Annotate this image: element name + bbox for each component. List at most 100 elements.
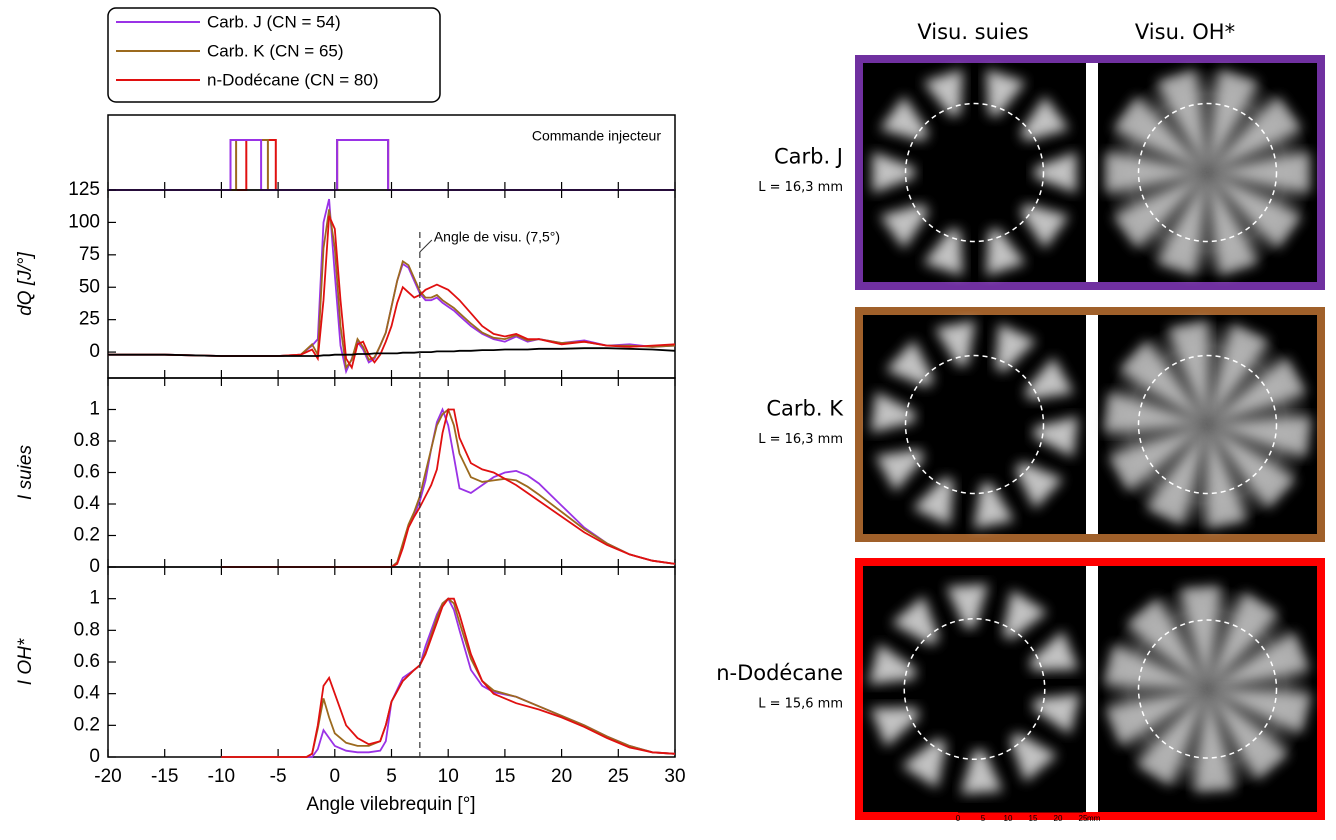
image-jet: [986, 69, 1026, 117]
image-jet: [1118, 339, 1204, 422]
image-jet: [870, 707, 920, 748]
column-header: Visu. suies: [917, 20, 1028, 44]
series-line: [221, 408, 676, 568]
series-line: [221, 597, 676, 758]
x-tick-label: -10: [208, 766, 235, 787]
panel-frame: [107, 189, 676, 379]
image-circle: [904, 354, 1045, 495]
image-jet: [912, 476, 954, 526]
image-jet: [1020, 203, 1070, 250]
image-jet: [1032, 693, 1081, 735]
image: [1098, 63, 1317, 282]
y-tick-label: 0.2: [74, 714, 100, 735]
y-tick-label: 0.6: [74, 651, 100, 672]
image: [1098, 566, 1317, 812]
image-jet: [875, 449, 925, 492]
image: [1098, 315, 1317, 534]
image-jet: [995, 323, 1037, 373]
row-label: n-Dodécane: [716, 661, 843, 685]
image-jet: [1206, 429, 1248, 529]
scale-label: 15: [1029, 814, 1038, 823]
image: [863, 63, 1086, 282]
image-jet: [1135, 693, 1205, 787]
image-jet: [1212, 689, 1312, 734]
y-tick-label: 0: [89, 556, 100, 577]
image: [863, 566, 1086, 812]
image-jet: [1105, 690, 1203, 747]
scale-unit: mm: [1087, 814, 1101, 823]
image-jet: [923, 69, 963, 117]
y-tick-label: 0.4: [74, 493, 101, 514]
x-tick-label: -20: [94, 766, 121, 787]
image-jet: [1015, 461, 1064, 510]
image-jet: [1010, 732, 1058, 783]
x-tick-label: 30: [664, 766, 685, 787]
image-jet: [1208, 177, 1259, 276]
image-jet: [1029, 630, 1079, 671]
image-jet: [891, 595, 939, 646]
image-jet: [1167, 320, 1209, 420]
x-tick-label: 15: [494, 766, 515, 787]
image-jet: [1212, 416, 1312, 458]
y-tick-label: 0: [89, 746, 100, 767]
x-tick-label: 5: [386, 766, 397, 787]
image-jet: [1156, 177, 1207, 276]
panel-frame: [107, 114, 676, 191]
image-gap: [1086, 63, 1098, 282]
y-axis-label: dQ [J/°]: [15, 252, 36, 316]
annotation: Angle de visu. (7,5°): [434, 229, 560, 245]
image-jet: [1002, 589, 1048, 640]
y-tick-label: 125: [68, 179, 100, 200]
image-jet: [1145, 429, 1206, 526]
image-jet: [1034, 151, 1077, 194]
x-tick-label: -15: [151, 766, 178, 787]
row-sublabel: L = 16,3 mm: [758, 432, 843, 447]
row-sublabel: L = 16,3 mm: [758, 180, 843, 195]
panel-frame: [107, 377, 676, 568]
series-line: [221, 597, 676, 758]
legend-label: Carb. K (CN = 65): [207, 41, 344, 60]
image-jet: [1024, 357, 1074, 400]
image-jet: [1108, 426, 1203, 492]
image-jet: [1213, 151, 1310, 194]
series-line: [108, 215, 676, 370]
series-line: [108, 209, 676, 370]
y-axis-label: I suies: [15, 445, 36, 500]
y-axis-label: I OH*: [15, 638, 36, 685]
row-label: Carb. J: [774, 145, 843, 169]
image-circle: [1137, 354, 1278, 495]
y-tick-label: 75: [79, 244, 100, 265]
scale-label: 5: [981, 814, 986, 823]
image-jet: [1211, 427, 1297, 510]
y-tick-label: 0: [89, 341, 100, 362]
row-label: Carb. K: [766, 397, 844, 421]
y-tick-label: 0.8: [74, 430, 100, 451]
image-jet: [986, 228, 1026, 276]
image-circle: [1137, 619, 1278, 759]
y-tick-label: 100: [68, 211, 100, 232]
x-tick-label: 0: [330, 766, 341, 787]
image-jet: [1210, 591, 1280, 685]
x-tick-label: 20: [551, 766, 572, 787]
image-jet: [1126, 597, 1205, 686]
image-jet: [901, 738, 947, 789]
annotation-leader: [419, 239, 433, 253]
x-tick-label: -5: [270, 766, 287, 787]
image-jet: [1112, 175, 1204, 250]
y-tick-label: 1: [89, 588, 100, 609]
image-gap: [1086, 315, 1098, 534]
image-jet: [1194, 694, 1236, 793]
image-jet: [934, 320, 976, 367]
image-jet: [872, 151, 915, 194]
y-tick-label: 1: [89, 399, 100, 420]
image-jet: [923, 228, 963, 276]
y-tick-label: 25: [79, 309, 100, 330]
scale-label: 10: [1004, 814, 1013, 823]
image-jet: [879, 95, 929, 142]
image-circle: [1137, 102, 1278, 243]
image-jet: [1103, 644, 1203, 689]
scale-label: 25: [1079, 814, 1088, 823]
image: [863, 315, 1086, 534]
image-jet: [885, 339, 934, 388]
